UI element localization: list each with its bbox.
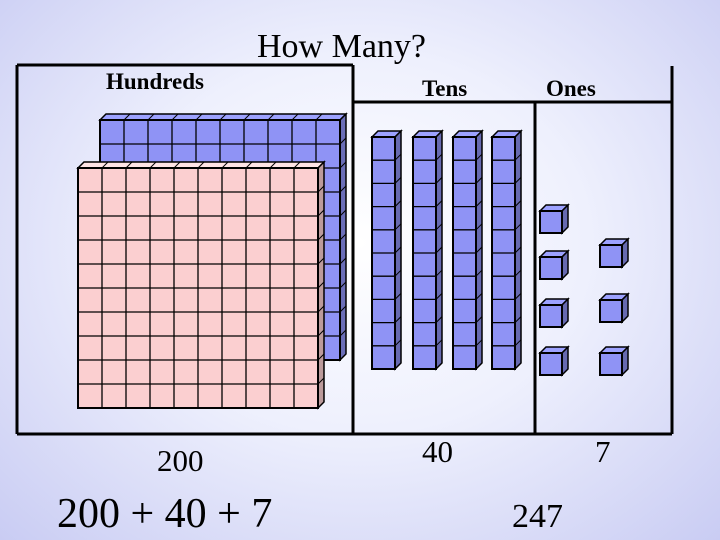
- hundreds-blocks: [76, 112, 348, 410]
- ten-rod-3: [451, 129, 484, 371]
- ten-rod-1: [370, 129, 403, 371]
- one-cube-4: [538, 345, 570, 377]
- one-cube-7: [598, 345, 630, 377]
- ten-rod-2: [411, 129, 444, 371]
- one-cube-6: [598, 292, 630, 324]
- hundreds-value: 200: [157, 443, 204, 478]
- hundreds-header: Hundreds: [106, 69, 205, 94]
- ones-value: 7: [595, 434, 611, 469]
- ones-cubes: [538, 203, 630, 377]
- expanded-form: 200 + 40 + 7: [57, 491, 273, 537]
- page-title: How Many?: [257, 28, 427, 65]
- one-cube-2: [538, 249, 570, 281]
- ones-header: Ones: [546, 76, 596, 101]
- one-cube-3: [538, 297, 570, 329]
- chart-lines: [15, 63, 674, 436]
- tens-value: 40: [422, 434, 453, 469]
- one-cube-5: [598, 237, 630, 269]
- ten-rod-4: [490, 129, 523, 371]
- hundred-flat-front: [76, 160, 326, 410]
- total-value: 247: [512, 498, 563, 535]
- tens-header: Tens: [422, 76, 468, 101]
- one-cube-1: [538, 203, 570, 235]
- tens-rods: [370, 129, 523, 371]
